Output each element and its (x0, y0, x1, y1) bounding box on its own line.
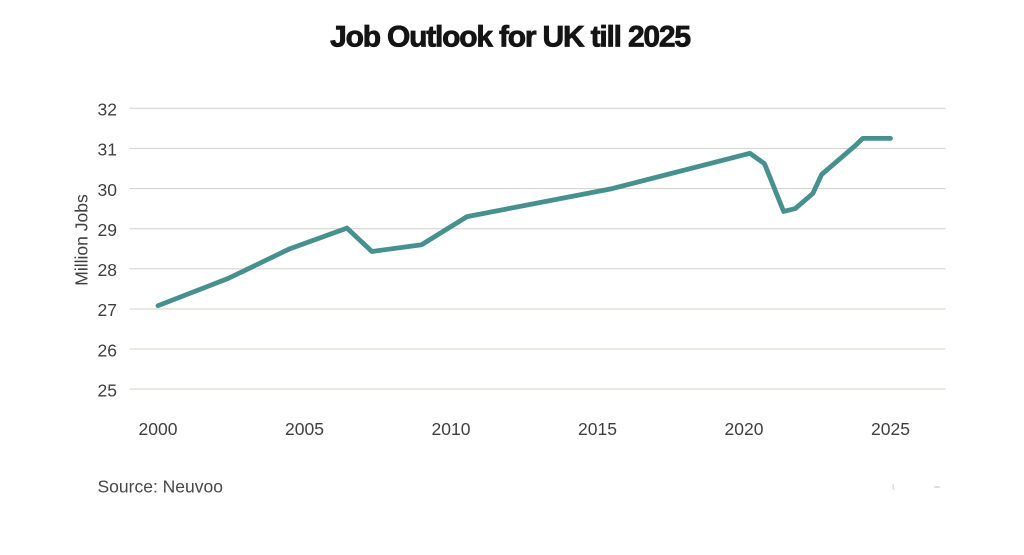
svg-text:27: 27 (98, 300, 117, 320)
svg-text:31: 31 (98, 140, 117, 160)
svg-text:2010: 2010 (432, 419, 471, 439)
svg-text:29: 29 (98, 220, 117, 240)
svg-text:32: 32 (98, 100, 117, 120)
svg-text:2020: 2020 (725, 419, 764, 439)
svg-text:30: 30 (98, 180, 118, 200)
svg-text:2015: 2015 (578, 419, 617, 439)
svg-text:Million Jobs: Million Jobs (72, 194, 92, 286)
svg-text:Source: Neuvoo: Source: Neuvoo (98, 477, 224, 497)
svg-text:2005: 2005 (285, 419, 324, 439)
svg-text:25: 25 (98, 380, 117, 400)
svg-text:26: 26 (98, 340, 117, 360)
svg-text:2000: 2000 (139, 419, 178, 439)
svg-text:2025: 2025 (871, 419, 910, 439)
svg-text:28: 28 (98, 260, 117, 280)
svg-text:Job Outlook for UK till 2025: Job Outlook for UK till 2025 (330, 21, 690, 54)
